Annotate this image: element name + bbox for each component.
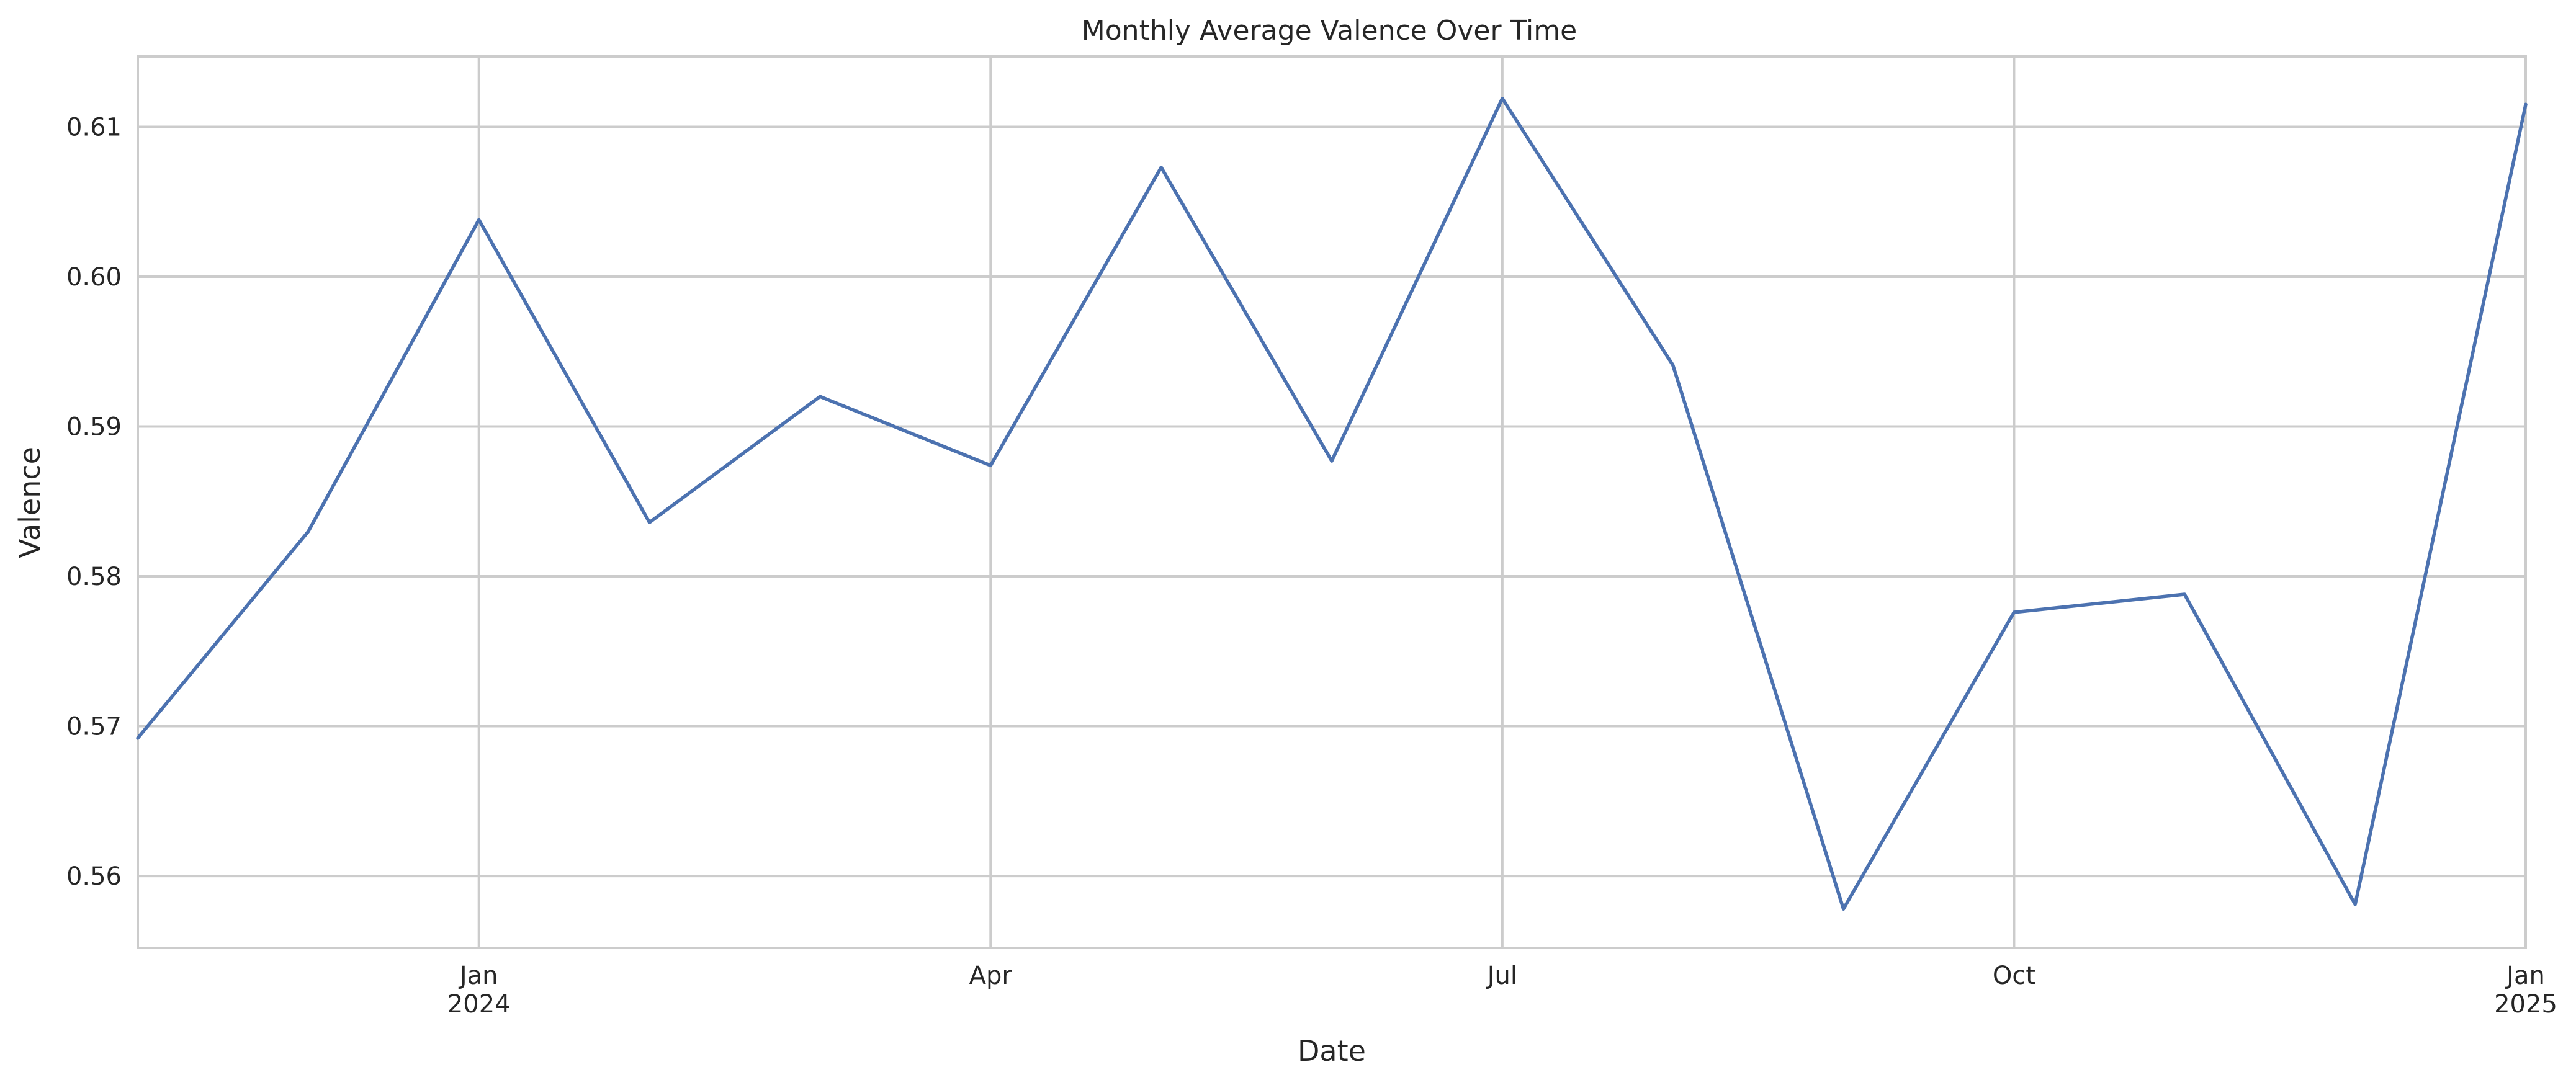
x-axis-label: Date [1298, 1034, 1366, 1068]
valence-data-point [2524, 103, 2527, 105]
valence-series-line [136, 96, 2528, 911]
valence-data-point [1331, 460, 1333, 462]
x-tick-label: Oct [1993, 962, 2035, 990]
valence-data-point [2013, 611, 2015, 614]
y-tick-label: 0.60 [66, 263, 122, 292]
plot-area-frame [137, 55, 2527, 949]
series-layer [136, 96, 2528, 911]
y-tick-label: 0.61 [66, 114, 122, 142]
x-tick-year-label: 2024 [447, 990, 511, 1019]
valence-data-point [478, 218, 480, 221]
valence-data-point [1672, 364, 1674, 367]
x-tick-label: Jan [458, 962, 498, 990]
valence-data-point [1501, 97, 1504, 100]
valence-data-point [2354, 903, 2356, 906]
valence-data-point [989, 464, 992, 467]
valence-data-point [1842, 908, 1845, 910]
valence-data-point [2183, 593, 2186, 596]
y-tick-label: 0.56 [66, 862, 122, 891]
valence-data-point [137, 737, 139, 739]
x-tick-label: Jul [1486, 962, 1517, 990]
valence-data-point [819, 395, 821, 398]
y-axis-label: Valence [13, 447, 47, 558]
x-tick-label: Jan [2505, 962, 2545, 990]
valence-data-point [307, 530, 310, 533]
y-tick-label: 0.59 [66, 413, 122, 442]
x-tick-year-label: 2025 [2494, 990, 2557, 1019]
chart-title: Monthly Average Valence Over Time [1082, 15, 1577, 47]
y-tick-label: 0.57 [66, 713, 122, 741]
y-tick-label: 0.58 [66, 563, 122, 591]
valence-data-point [648, 521, 651, 524]
y-axis: 0.56 0.57 0.58 0.59 0.60 0.61 [66, 114, 122, 891]
grid-layer [138, 56, 2527, 948]
x-tick-label: Apr [969, 962, 1013, 990]
valence-data-point [1160, 166, 1162, 169]
